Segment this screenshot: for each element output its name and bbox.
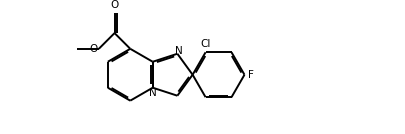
Text: N: N xyxy=(149,88,157,98)
Text: N: N xyxy=(175,46,183,56)
Text: F: F xyxy=(248,70,254,80)
Text: O: O xyxy=(111,0,119,10)
Text: O: O xyxy=(89,44,97,54)
Text: Cl: Cl xyxy=(200,39,211,49)
